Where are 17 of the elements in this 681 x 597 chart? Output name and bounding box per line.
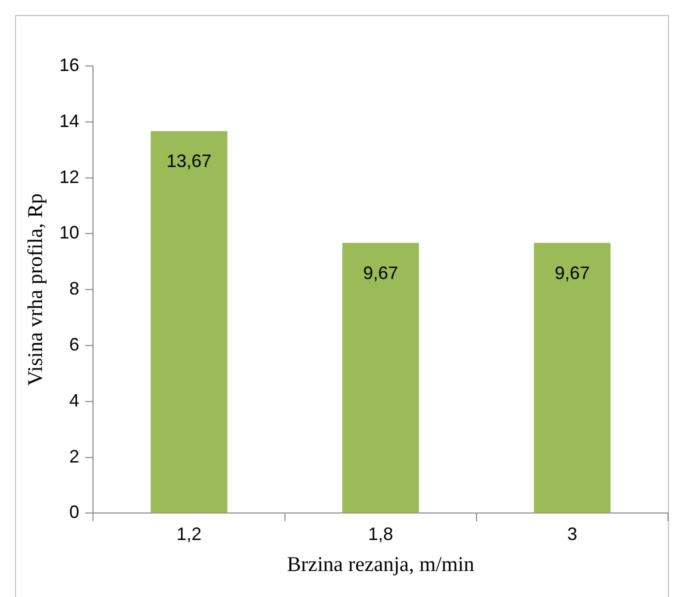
data-label: 13,67	[166, 151, 212, 172]
y-tick-label: 16	[59, 54, 80, 75]
y-tick-label: 4	[69, 390, 80, 410]
y-axis-title: Visina vrha profila, Rp	[23, 193, 48, 386]
data-label: 9,67	[363, 262, 398, 283]
y-tick-label: 0	[69, 502, 80, 522]
y-tick-label: 10	[59, 222, 80, 243]
data-label: 9,67	[554, 262, 590, 283]
y-tick-label: 12	[59, 166, 80, 187]
y-tick-label: 14	[59, 110, 80, 131]
x-tick-label: 3	[567, 524, 578, 544]
x-tick-label: 1,8	[368, 524, 394, 544]
y-tick-label: 8	[69, 278, 80, 299]
y-tick-label: 6	[69, 334, 80, 354]
y-tick-label: 2	[69, 446, 80, 466]
x-tick-label: 1,2	[176, 524, 202, 544]
x-axis-title: Brzina rezanja, m/min	[287, 552, 475, 576]
